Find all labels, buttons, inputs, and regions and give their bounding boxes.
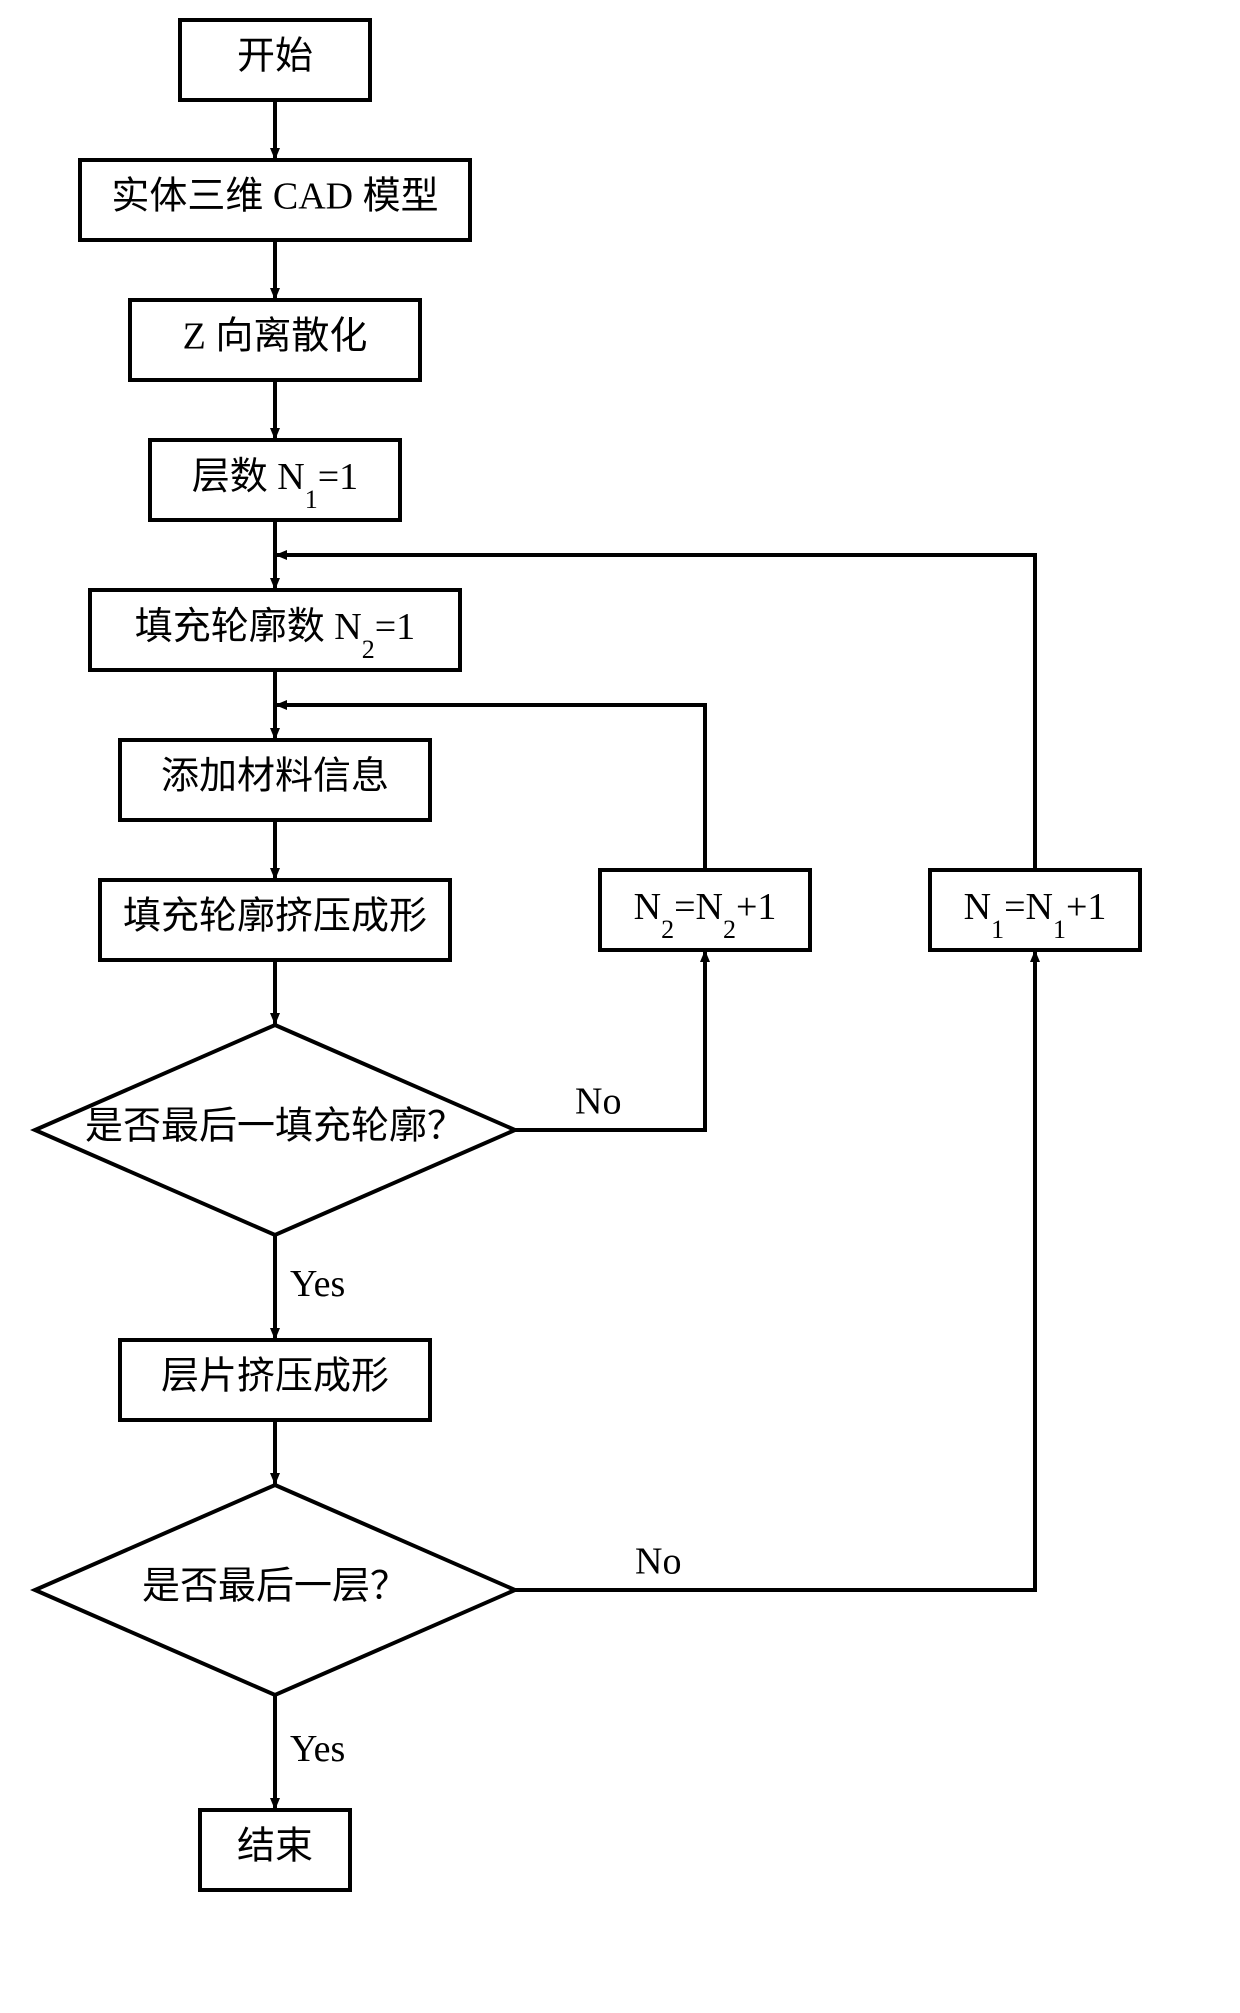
label-fillext: 填充轮廓挤压成形 [123, 896, 427, 938]
label-end: 结束 [237, 1826, 313, 1868]
label-yes-2: Yes [290, 1728, 345, 1770]
label-n2inc: N2=N2+1 [634, 886, 777, 945]
label-cad: 实体三维 CAD 模型 [111, 176, 438, 218]
label-start: 开始 [237, 36, 313, 78]
label-n1inc: N1=N1+1 [964, 886, 1107, 945]
flow-arrow [275, 555, 1035, 870]
label-no-2: No [635, 1541, 681, 1583]
label-yes-1: Yes [290, 1263, 345, 1305]
label-zdisc: Z 向离散化 [183, 316, 368, 358]
label-dec2: 是否最后一层？ [142, 1566, 408, 1608]
label-layext: 层片挤压成形 [161, 1356, 389, 1398]
flowchart: 开始实体三维 CAD 模型 Z 向离散化层数 N1=1 填充轮廓数 N2=1 添加材料… [0, 0, 1240, 2013]
label-addmat: 添加材料信息 [161, 756, 389, 798]
label-dec1: 是否最后一填充轮廓？ [85, 1106, 465, 1148]
label-n2: 填充轮廓数 N2=1 [135, 606, 415, 665]
flow-arrow [515, 950, 1035, 1590]
label-n1: 层数 N1=1 [192, 456, 358, 515]
label-no-1: No [575, 1081, 621, 1123]
